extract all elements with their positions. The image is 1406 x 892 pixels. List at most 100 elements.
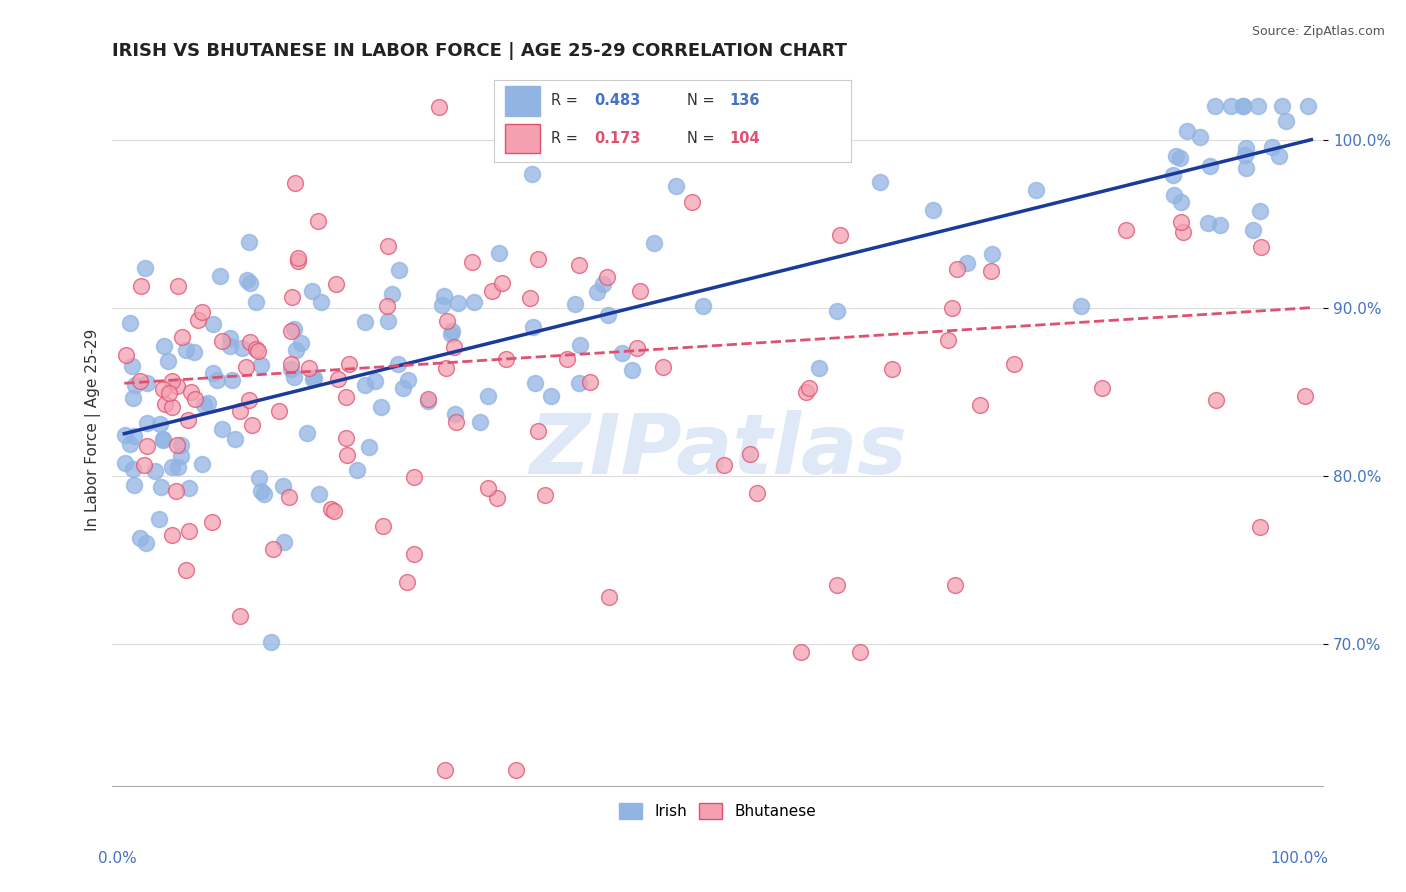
Point bbox=[135, 536, 157, 550]
Point bbox=[170, 438, 193, 452]
Point bbox=[596, 308, 619, 322]
Point bbox=[121, 462, 143, 476]
Point bbox=[273, 534, 295, 549]
Point bbox=[337, 357, 360, 371]
Point bbox=[197, 396, 219, 410]
Point bbox=[1161, 168, 1184, 182]
Point bbox=[221, 373, 243, 387]
Point bbox=[436, 314, 458, 328]
Point bbox=[153, 396, 176, 410]
Point bbox=[202, 367, 225, 381]
Point bbox=[152, 433, 174, 447]
Point bbox=[1250, 240, 1272, 254]
Point bbox=[224, 433, 246, 447]
Point bbox=[183, 392, 205, 407]
Point bbox=[284, 176, 307, 190]
Point bbox=[825, 304, 848, 318]
Point bbox=[302, 372, 325, 386]
Point bbox=[165, 484, 187, 499]
Point bbox=[354, 378, 377, 392]
Point bbox=[1204, 99, 1226, 113]
Point bbox=[713, 458, 735, 472]
Point bbox=[436, 360, 458, 375]
Point bbox=[652, 360, 675, 375]
Point bbox=[825, 578, 848, 592]
Point bbox=[280, 362, 302, 376]
Point bbox=[980, 247, 1002, 261]
Point bbox=[1175, 124, 1198, 138]
Point bbox=[287, 254, 309, 268]
Point bbox=[297, 425, 319, 440]
Point bbox=[128, 531, 150, 545]
Point bbox=[440, 327, 463, 342]
Point bbox=[183, 345, 205, 359]
Point bbox=[1294, 389, 1316, 403]
Point bbox=[956, 256, 979, 270]
Point bbox=[1232, 99, 1254, 113]
Point bbox=[319, 502, 342, 516]
Point bbox=[283, 369, 305, 384]
Point bbox=[540, 389, 562, 403]
Point bbox=[463, 295, 485, 310]
Point bbox=[115, 348, 138, 362]
Point bbox=[309, 294, 332, 309]
Point bbox=[273, 479, 295, 493]
Point bbox=[799, 381, 821, 395]
Point bbox=[114, 456, 136, 470]
Point bbox=[1249, 520, 1271, 534]
Point bbox=[231, 341, 253, 355]
Point bbox=[830, 227, 852, 242]
Point bbox=[201, 515, 224, 529]
Point bbox=[253, 487, 276, 501]
Point bbox=[495, 351, 517, 366]
Point bbox=[124, 377, 146, 392]
Point bbox=[1220, 99, 1243, 113]
Point bbox=[946, 262, 969, 277]
Point bbox=[461, 255, 484, 269]
Point bbox=[1241, 223, 1264, 237]
Point bbox=[491, 276, 513, 290]
Point bbox=[174, 563, 197, 577]
Point bbox=[381, 286, 404, 301]
Point bbox=[153, 339, 176, 353]
Point bbox=[148, 512, 170, 526]
Point bbox=[336, 448, 359, 462]
Point bbox=[162, 528, 184, 542]
Point bbox=[790, 645, 813, 659]
Point bbox=[191, 457, 214, 471]
Point bbox=[136, 416, 159, 430]
Point bbox=[172, 330, 194, 344]
Point bbox=[235, 359, 257, 374]
Point bbox=[444, 407, 467, 421]
Point bbox=[191, 305, 214, 319]
Point bbox=[396, 373, 419, 387]
Point bbox=[371, 518, 394, 533]
Point bbox=[354, 315, 377, 329]
Point bbox=[211, 421, 233, 435]
Point bbox=[363, 375, 385, 389]
Point bbox=[245, 295, 267, 310]
Point bbox=[943, 578, 966, 592]
Point bbox=[160, 460, 183, 475]
Point bbox=[1168, 151, 1191, 165]
Point bbox=[564, 296, 586, 310]
Point bbox=[249, 358, 271, 372]
Text: Source: ZipAtlas.com: Source: ZipAtlas.com bbox=[1251, 25, 1385, 38]
Point bbox=[807, 361, 830, 376]
Point bbox=[681, 194, 703, 209]
Point bbox=[1249, 203, 1271, 218]
Point bbox=[936, 334, 959, 348]
Point bbox=[229, 404, 252, 418]
Point bbox=[404, 470, 426, 484]
Point bbox=[1197, 216, 1219, 230]
Point bbox=[307, 213, 329, 227]
Point bbox=[160, 400, 183, 414]
Point bbox=[585, 285, 607, 300]
Point bbox=[176, 412, 198, 426]
Point bbox=[287, 251, 309, 265]
Point bbox=[149, 417, 172, 431]
Point bbox=[260, 635, 283, 649]
Point bbox=[1271, 99, 1294, 113]
Point bbox=[238, 393, 260, 408]
Point bbox=[1002, 357, 1025, 371]
